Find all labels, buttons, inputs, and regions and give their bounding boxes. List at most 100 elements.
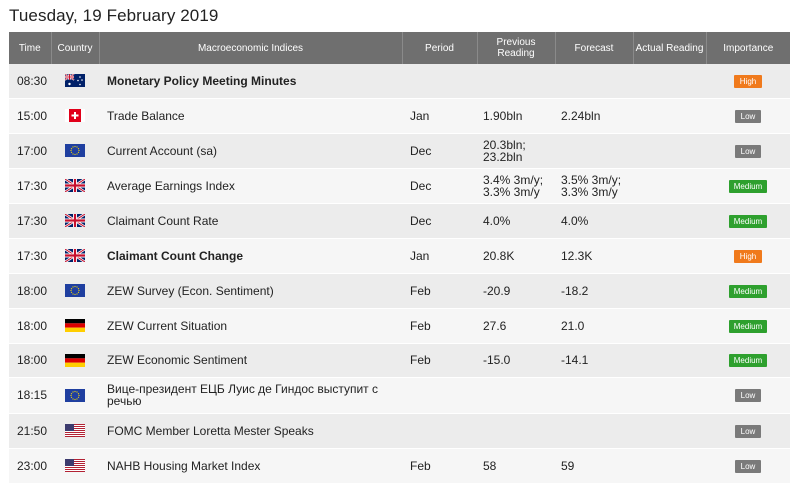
event-name: ZEW Survey (Econ. Sentiment) [99,273,402,309]
actual-cell [633,203,706,239]
forecast-cell [555,377,633,414]
col-indices[interactable]: Macroeconomic Indices [99,32,403,64]
time-cell: 17:30 [9,203,51,239]
table-row[interactable]: 21:50 FOMC Member Loretta Mester Speaks Lo… [9,413,790,449]
usa-flag-icon [65,424,85,438]
table-row[interactable]: 18:00 ZEW Current Situation Feb 27.6 21.0 Med… [9,308,790,344]
previous-cell: 27.6 [477,308,555,344]
table-row[interactable]: 18:00 ZEW Survey (Econ. Sentiment) Feb -20.… [9,273,790,309]
time-cell: 08:30 [9,64,51,99]
time-cell: 17:00 [9,133,51,169]
previous-cell [477,377,555,414]
page-title: Tuesday, 19 February 2019 [9,6,219,25]
uk-flag-icon [65,249,85,263]
previous-cell: 20.3bln; 23.2bln [477,133,555,169]
eu-flag-icon [65,388,85,402]
col-period[interactable]: Period [402,32,478,64]
importance-badge: High [734,249,762,263]
forecast-cell [555,413,633,449]
col-actual[interactable]: Actual Reading [633,32,707,64]
event-name: ZEW Current Situation [99,308,402,344]
previous-cell: 3.4% 3m/y; 3.3% 3m/y [477,168,555,204]
forecast-cell: 2.24bln [555,98,633,134]
event-name: Current Account (sa) [99,133,402,169]
importance-badge: Low [735,459,761,473]
event-name: Claimant Count Change [99,238,402,274]
period-cell: Dec [402,203,477,239]
table-row[interactable]: 15:00 Trade Balance Jan 1.90bln 2.24bln Low [9,98,790,134]
period-cell: Feb [402,448,477,484]
actual-cell [633,377,706,414]
time-cell: 18:00 [9,273,51,309]
actual-cell [633,133,706,169]
germany-flag-icon [65,353,85,367]
table-row[interactable]: 18:15 Вице-президент ЕЦБ Луис де Гиндос в… [9,377,790,414]
table-row[interactable]: 18:00 ZEW Economic Sentiment Feb -15.0 -14.1… [9,343,790,378]
importance-cell: Low [706,98,790,134]
importance-cell: High [706,64,790,99]
time-cell: 17:30 [9,168,51,204]
country-cell [51,64,99,99]
col-importance[interactable]: Importance [706,32,790,64]
previous-cell: 58 [477,448,555,484]
col-country[interactable]: Country [51,32,100,64]
period-cell: Jan [402,98,477,134]
actual-cell [633,448,706,484]
importance-badge: Medium [729,319,767,333]
eu-flag-icon [65,284,85,298]
country-cell [51,343,99,378]
country-cell [51,273,99,309]
actual-cell [633,168,706,204]
col-time[interactable]: Time [9,32,52,64]
actual-cell [633,273,706,309]
period-cell: Dec [402,168,477,204]
table-row[interactable]: 17:30 Claimant Count Rate Dec 4.0% 4.0% Mediu… [9,203,790,239]
importance-badge: Medium [729,179,767,193]
importance-badge: Medium [729,284,767,298]
importance-cell: Low [706,133,790,169]
time-cell: 23:00 [9,448,51,484]
switzerland-flag-icon [65,109,85,123]
period-cell [402,413,477,449]
table-row[interactable]: 17:30 Claimant Count Change Jan 20.8K 12.3K H… [9,238,790,274]
importance-badge: High [734,74,762,88]
event-name: ZEW Economic Sentiment [99,343,402,378]
table-row[interactable]: 23:00 NAHB Housing Market Index Feb 58 59 Low [9,448,790,484]
event-name: Вице-президент ЕЦБ Луис де Гиндос выступ… [99,377,402,414]
importance-cell: Medium [706,308,790,344]
time-cell: 18:00 [9,343,51,378]
importance-cell: Medium [706,343,790,378]
period-cell [402,64,477,99]
importance-badge: Low [735,109,761,123]
actual-cell [633,308,706,344]
country-cell [51,413,99,449]
col-forecast[interactable]: Forecast [555,32,634,64]
time-cell: 15:00 [9,98,51,134]
country-cell [51,98,99,134]
previous-cell: 1.90bln [477,98,555,134]
event-name: Trade Balance [99,98,402,134]
importance-cell: Medium [706,273,790,309]
germany-flag-icon [65,319,85,333]
country-cell [51,238,99,274]
forecast-cell: -18.2 [555,273,633,309]
time-cell: 18:15 [9,377,51,414]
period-cell [402,377,477,414]
table-row[interactable]: 17:30 Average Earnings Index Dec 3.4% 3m/y;… [9,168,790,204]
importance-badge: Low [735,144,761,158]
importance-cell: Medium [706,168,790,204]
actual-cell [633,238,706,274]
col-previous[interactable]: Previous Reading [477,32,556,64]
previous-cell [477,64,555,99]
table-row[interactable]: 08:30 Monetary Policy Meeting Minutes High [9,64,790,99]
economic-calendar-table: Time Country Macroeconomic Indices Perio… [9,32,790,484]
forecast-cell [555,133,633,169]
period-cell: Dec [402,133,477,169]
previous-cell: -20.9 [477,273,555,309]
country-cell [51,203,99,239]
table-row[interactable]: 17:00 Current Account (sa) Dec 20.3bln; 23.… [9,133,790,169]
actual-cell [633,64,706,99]
actual-cell [633,413,706,449]
time-cell: 18:00 [9,308,51,344]
event-name: NAHB Housing Market Index [99,448,402,484]
